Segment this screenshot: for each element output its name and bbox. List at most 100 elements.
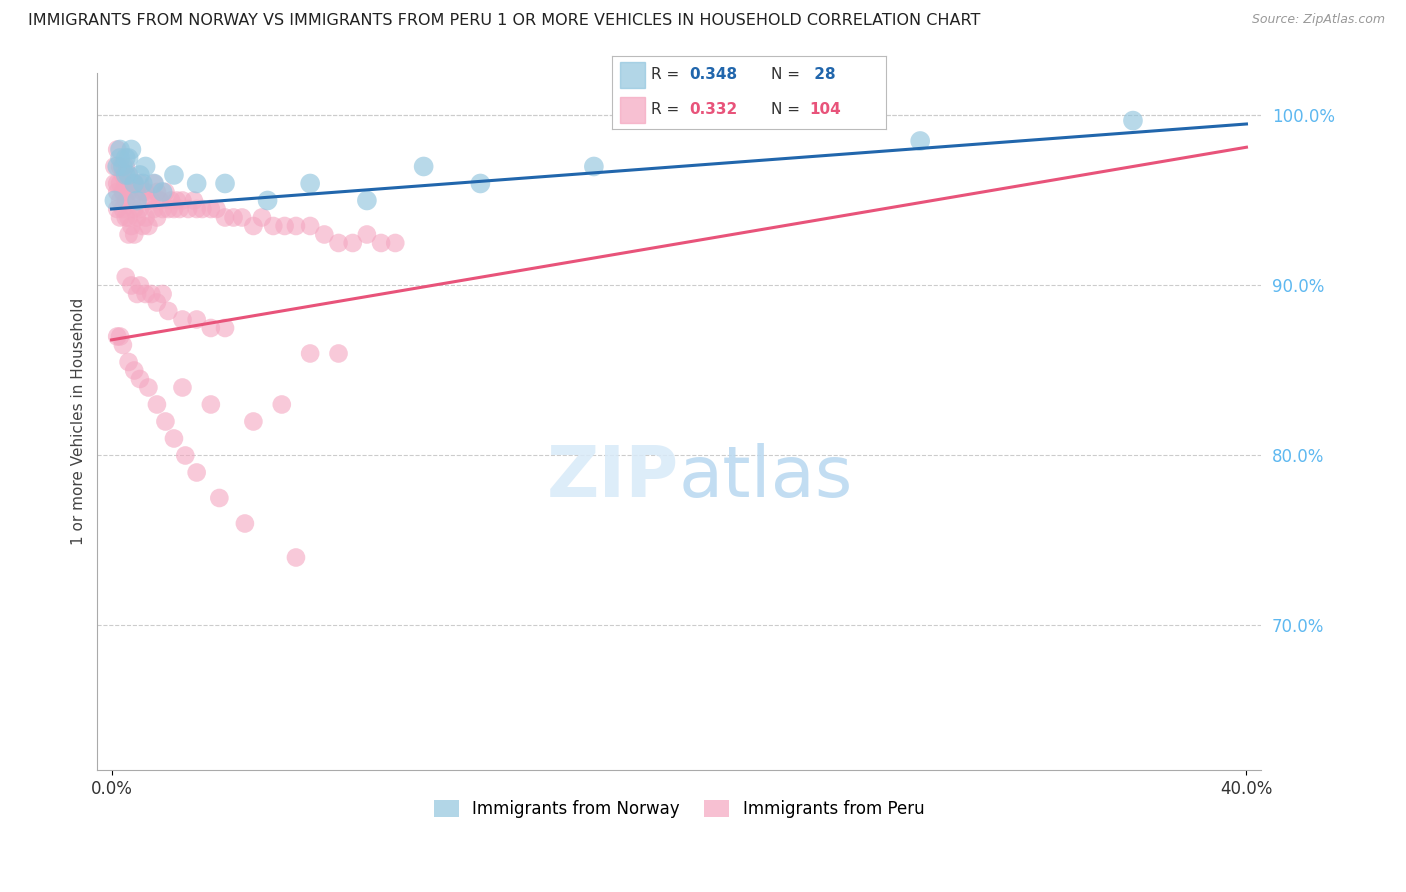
Point [242,415,264,429]
Point [582,160,605,174]
Point [141,194,163,208]
Point [122,202,145,216]
Point [1122,113,1144,128]
Text: R =: R = [651,103,685,118]
Point [129,278,152,293]
Point [129,372,152,386]
Bar [620,97,644,123]
Point [328,235,350,250]
Point [108,151,131,165]
Point [172,194,194,208]
Point [356,194,378,208]
Point [186,312,208,326]
Point [299,346,322,360]
Point [132,219,155,233]
Point [299,177,322,191]
Point [231,211,253,225]
Point [135,211,157,225]
Point [120,143,142,157]
Point [117,168,139,182]
Point [125,211,148,225]
Point [103,160,125,174]
Point [114,270,136,285]
Point [122,177,145,191]
Point [114,168,136,182]
Point [214,211,236,225]
Point [256,194,278,208]
Point [125,185,148,199]
Point [152,287,174,301]
Point [125,287,148,301]
Text: N =: N = [770,68,804,82]
Point [157,304,180,318]
Point [200,397,222,411]
Point [138,194,160,208]
Point [138,380,160,394]
Point [908,134,931,148]
Point [117,151,139,165]
Point [270,397,292,411]
Text: ZIP: ZIP [547,442,679,512]
Point [186,177,208,191]
Point [132,185,155,199]
Point [163,432,186,446]
Point [103,177,125,191]
Text: R =: R = [651,68,685,82]
Legend: Immigrants from Norway, Immigrants from Peru: Immigrants from Norway, Immigrants from … [427,793,931,824]
Point [157,202,180,216]
Text: 0.332: 0.332 [690,103,738,118]
Point [132,177,155,191]
Text: 104: 104 [808,103,841,118]
Point [149,194,172,208]
Point [412,160,434,174]
Point [117,227,139,242]
Point [117,355,139,369]
Point [125,194,148,208]
Point [120,177,142,191]
Point [108,194,131,208]
Text: Source: ZipAtlas.com: Source: ZipAtlas.com [1251,13,1385,27]
Point [214,177,236,191]
Point [169,202,191,216]
Point [117,168,139,182]
Point [356,227,378,242]
Point [152,185,174,199]
Point [111,185,134,199]
Point [370,235,392,250]
Point [208,491,231,505]
Point [143,177,166,191]
Point [155,415,177,429]
Point [138,219,160,233]
Point [103,194,125,208]
Point [114,160,136,174]
Point [470,177,492,191]
Point [284,219,307,233]
Point [105,329,128,343]
Bar [620,62,644,88]
Y-axis label: 1 or more Vehicles in Household: 1 or more Vehicles in Household [72,298,86,545]
Point [200,202,222,216]
Point [314,227,336,242]
Point [273,219,295,233]
Point [108,329,131,343]
Point [174,449,197,463]
Point [122,177,145,191]
Point [111,338,134,352]
Point [172,380,194,394]
Text: 0.348: 0.348 [690,68,738,82]
Point [172,312,194,326]
Point [117,185,139,199]
Point [155,185,177,199]
Point [299,219,322,233]
Point [205,202,228,216]
Point [105,143,128,157]
Point [129,202,152,216]
Point [143,177,166,191]
Point [146,397,169,411]
Point [183,194,205,208]
Point [114,211,136,225]
Point [108,160,131,174]
Point [200,321,222,335]
Point [105,202,128,216]
Point [284,550,307,565]
